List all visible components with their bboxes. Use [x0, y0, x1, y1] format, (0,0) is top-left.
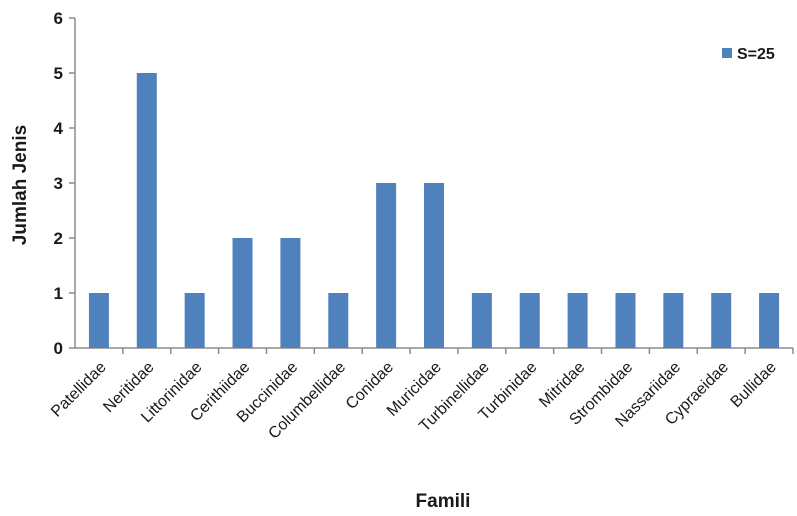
bar-bullidae [759, 293, 780, 348]
bar-turbinellidae [471, 293, 492, 348]
x-tick-label: Bullidae [728, 359, 780, 411]
bars [88, 73, 780, 348]
y-tick-label: 4 [54, 119, 64, 138]
y-tick-label: 3 [54, 174, 63, 193]
y-tick-label: 1 [54, 284, 63, 303]
bar-turbinidae [519, 293, 540, 348]
bar-conidae [376, 183, 397, 348]
bar-littorinidae [184, 293, 205, 348]
x-axis-title: Famili [416, 491, 471, 512]
y-axis-title: Jumlah Jenis [10, 125, 31, 245]
y-tick-label: 5 [54, 64, 63, 83]
y-axis-ticks: 0 1 2 3 4 5 6 [54, 9, 75, 358]
bar-cypraeidae [711, 293, 732, 348]
bar-strombidae [615, 293, 636, 348]
bar-columbellidae [328, 293, 349, 348]
bar-nassariidae [663, 293, 684, 348]
x-tick-label: Patellidae [48, 359, 110, 421]
legend-swatch [722, 48, 732, 58]
y-tick-label: 0 [54, 339, 63, 358]
bar-mitridae [567, 293, 588, 348]
y-tick-label: 2 [54, 229, 63, 248]
y-tick-label: 6 [54, 9, 63, 28]
legend-label: S=25 [737, 46, 775, 63]
bar-patellidae [88, 293, 109, 348]
legend: S=25 [722, 46, 775, 63]
x-axis-ticks: PatellidaeNeritidaeLittorinidaeCerithiid… [48, 348, 794, 443]
bar-buccinidae [280, 238, 301, 348]
bar-cerithiidae [232, 238, 253, 348]
bar-neritidae [136, 73, 157, 348]
bar-muricidae [424, 183, 444, 348]
